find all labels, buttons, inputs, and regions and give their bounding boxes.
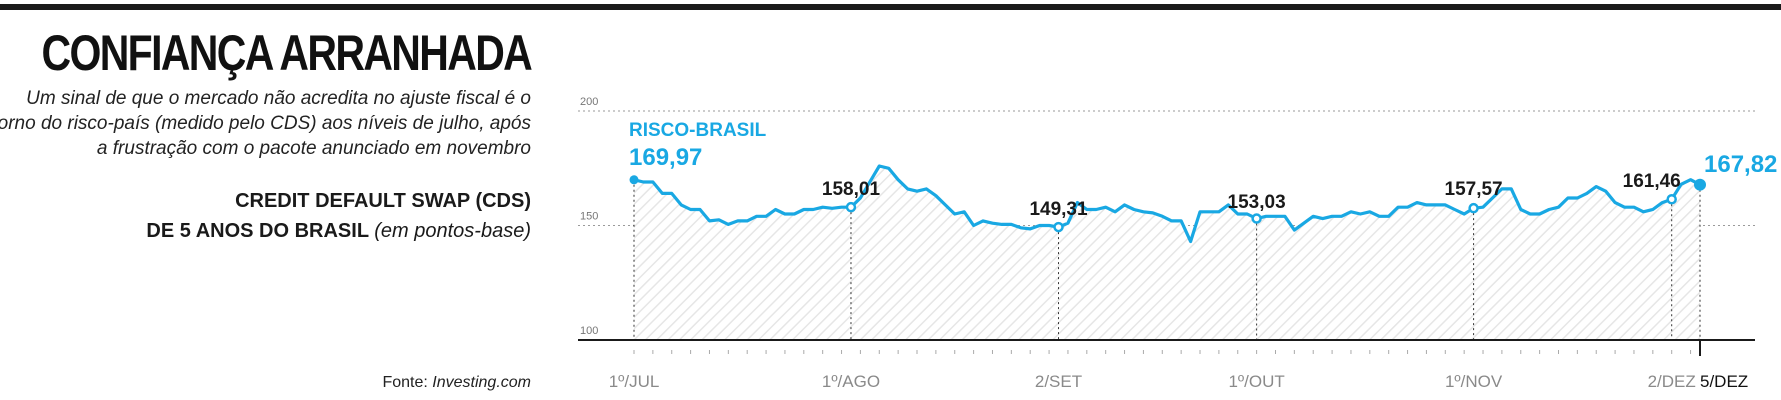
series-heading-line2-text: DE 5 ANOS DO BRASIL xyxy=(146,220,369,242)
series-line-risco-brasil xyxy=(632,164,1702,244)
data-label: 161,46 xyxy=(1623,171,1681,192)
source-name: Investing.com xyxy=(432,374,531,391)
data-label: 157,57 xyxy=(1445,179,1503,200)
chart-title: CONFIANÇA ARRANHADA xyxy=(41,25,532,81)
x-tick-label: 2/SET xyxy=(1035,372,1082,391)
highlight-point-marker xyxy=(629,175,639,185)
x-tick-label: 1º/NOV xyxy=(1445,372,1503,391)
y-tick-label-150: 150 xyxy=(580,211,598,223)
unit-label: (em pontos-base) xyxy=(374,220,531,242)
highlight-point-marker xyxy=(1694,178,1706,191)
y-tick-label-100: 100 xyxy=(580,325,598,337)
point-marker xyxy=(1251,213,1262,224)
data-label: 149,31 xyxy=(1029,199,1088,220)
source-label: Fonte: xyxy=(382,374,428,391)
series-heading: CREDIT DEFAULT SWAP (CDS) DE 5 ANOS DO B… xyxy=(146,186,531,246)
x-tick-label: 1º/AGO xyxy=(822,372,880,391)
point-marker xyxy=(845,201,857,213)
series-name-label: RISCO-BRASIL xyxy=(629,120,767,141)
point-marker xyxy=(1468,202,1479,214)
y-tick-label-200: 200 xyxy=(580,96,598,108)
top-rule xyxy=(0,4,1781,10)
series-heading-line2: DE 5 ANOS DO BRASIL (em pontos-base) xyxy=(146,216,531,246)
point-marker xyxy=(1053,221,1064,233)
x-tick-label: 5/DEZ xyxy=(1700,372,1748,391)
x-tick-label: 1º/OUT xyxy=(1228,372,1284,391)
x-tick-label: 1º/JUL xyxy=(609,372,660,391)
x-tick-label: 2/DEZ xyxy=(1648,372,1696,391)
chart-subtitle: Um sinal de que o mercado não acredita n… xyxy=(0,88,531,159)
data-label: 158,01 xyxy=(822,179,881,200)
point-marker xyxy=(1666,194,1677,205)
series-heading-line1: CREDIT DEFAULT SWAP (CDS) xyxy=(235,190,531,212)
data-label: 167,82 xyxy=(1704,151,1777,178)
data-label: 169,97 xyxy=(629,144,702,171)
data-label: 153,03 xyxy=(1228,192,1286,213)
source-note: Fonte: Investing.com xyxy=(382,374,531,392)
area-fill xyxy=(634,166,1700,340)
